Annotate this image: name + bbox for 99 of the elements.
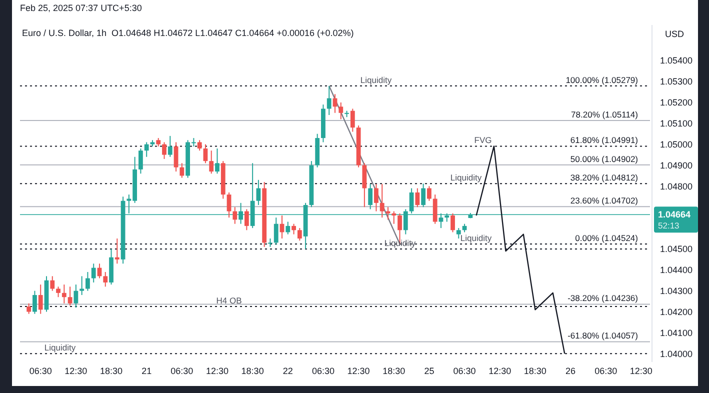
y-tick-label: 1.04200 xyxy=(660,306,693,317)
ref-line-label: 0.00% (1.04524) xyxy=(575,232,638,243)
x-tick-label: 06:30 xyxy=(29,366,52,376)
candlestick xyxy=(80,276,84,296)
y-tick-label: 1.04100 xyxy=(660,328,693,338)
candlestick xyxy=(26,302,32,314)
candlestick xyxy=(50,276,55,292)
x-tick-label: 25 xyxy=(424,366,434,376)
candlestick xyxy=(380,184,384,218)
candlestick xyxy=(456,228,461,240)
y-tick-label: 1.04000 xyxy=(660,348,693,359)
chart-title: Euro / U.S. Dollar, 1h xyxy=(22,28,107,38)
candlestick xyxy=(62,284,66,304)
annotation: FVG xyxy=(474,135,492,146)
annotation: Liquidity xyxy=(384,238,416,248)
x-tick-label: 18:30 xyxy=(100,366,123,376)
candlestick xyxy=(91,263,96,283)
candlestick xyxy=(274,217,278,246)
candlestick xyxy=(226,192,232,218)
candlestick xyxy=(144,142,149,158)
candlestick xyxy=(197,140,202,152)
candlestick xyxy=(180,162,184,178)
candlestick xyxy=(326,85,332,116)
candlestick xyxy=(374,184,378,212)
x-tick-label: 18:30 xyxy=(241,366,264,376)
annotation: Liquidity xyxy=(44,342,76,353)
y-tick-label: 1.04900 xyxy=(660,160,693,170)
x-tick-label: 12:30 xyxy=(206,366,229,376)
candlestick xyxy=(114,238,120,264)
candlestick xyxy=(38,284,43,314)
candlestick xyxy=(162,142,166,160)
candlestick xyxy=(74,284,78,308)
x-tick-label: 12:30 xyxy=(630,366,652,376)
candlestick xyxy=(415,188,420,208)
annotation: Liquidity xyxy=(360,74,392,85)
x-tick-label: 06:30 xyxy=(170,366,194,376)
ref-line-label: 61.80% (1.04991) xyxy=(570,135,638,146)
candlestick xyxy=(362,162,367,208)
candlestick xyxy=(427,186,432,202)
candlestick xyxy=(68,286,72,306)
text: Feb 25, 2025 07:37 UTC+5:30 xyxy=(20,3,142,13)
candlestick xyxy=(138,148,143,174)
x-tick-label: 06:30 xyxy=(594,366,618,376)
candlestick xyxy=(256,179,261,206)
ref-line-label: 78.20% (1.05114) xyxy=(571,109,638,120)
x-tick-label: 12:30 xyxy=(64,366,88,376)
ref-line-label: -61.80% (1.04057) xyxy=(568,330,638,341)
y-tick-label: 1.05200 xyxy=(660,98,693,108)
text: 52:13 xyxy=(658,220,680,231)
candlestick xyxy=(203,144,208,164)
candlestick xyxy=(297,228,302,242)
y-axis-title: USD xyxy=(664,29,684,39)
candlestick xyxy=(450,212,455,233)
candlestick xyxy=(338,102,344,120)
candlestick xyxy=(232,206,238,224)
x-tick-label: 21 xyxy=(142,366,152,376)
candlestick xyxy=(174,142,178,172)
annotation: H4 OB xyxy=(216,296,242,306)
x-tick-label: 26 xyxy=(566,366,576,376)
y-tick-label: 1.04400 xyxy=(660,265,693,276)
candlestick xyxy=(215,148,220,174)
ref-line-label: -38.20% (1.04236) xyxy=(568,293,638,304)
candlestick xyxy=(392,210,396,224)
candlestick xyxy=(286,221,290,235)
ref-line-label: 50.00% (1.04902) xyxy=(570,154,638,164)
annotation: Liquidity xyxy=(460,232,492,243)
x-tick-label: 12:30 xyxy=(347,366,370,376)
x-tick-label: 06:30 xyxy=(312,366,334,376)
candlestick xyxy=(56,286,60,298)
y-tick-label: 1.05100 xyxy=(660,118,693,129)
y-tick-label: 1.05300 xyxy=(660,76,693,87)
x-tick-label: 18:30 xyxy=(382,366,406,376)
candlestick xyxy=(421,183,426,208)
candlestick xyxy=(32,290,37,314)
y-tick-label: 1.04500 xyxy=(660,244,693,254)
x-tick-label: 18:30 xyxy=(524,366,546,376)
y-tick-label: 1.04300 xyxy=(660,286,693,296)
ref-line-label: 38.20% (1.04812) xyxy=(570,172,638,183)
x-tick-label: 06:30 xyxy=(453,366,476,376)
ref-line-label: 1.04664 xyxy=(658,210,691,220)
x-tick-label: 12:30 xyxy=(488,366,512,376)
y-tick-label: 1.05400 xyxy=(660,56,693,66)
annotation: Liquidity xyxy=(450,172,482,183)
ref-line-label: 100.00% (1.05279) xyxy=(566,74,638,85)
candlestick xyxy=(209,150,214,174)
y-tick-label: 1.04800 xyxy=(660,181,693,192)
candlestick xyxy=(168,135,172,158)
ref-line-label: 23.60% (1.04702) xyxy=(570,196,638,206)
x-tick-label: 22 xyxy=(282,366,293,376)
candlestick xyxy=(292,223,296,235)
candlestick xyxy=(268,238,272,248)
candlestick xyxy=(244,208,249,231)
chart-subtitle: O1.04648 H1.04672 L1.04647 C1.04664 +0.00016 (+0.02%) xyxy=(112,28,354,38)
candlestick xyxy=(86,271,90,292)
candlestick xyxy=(350,108,355,132)
y-tick-label: 1.05000 xyxy=(660,139,693,150)
candlestick xyxy=(103,271,108,288)
candlestick xyxy=(368,184,373,210)
candlestick xyxy=(432,194,438,224)
